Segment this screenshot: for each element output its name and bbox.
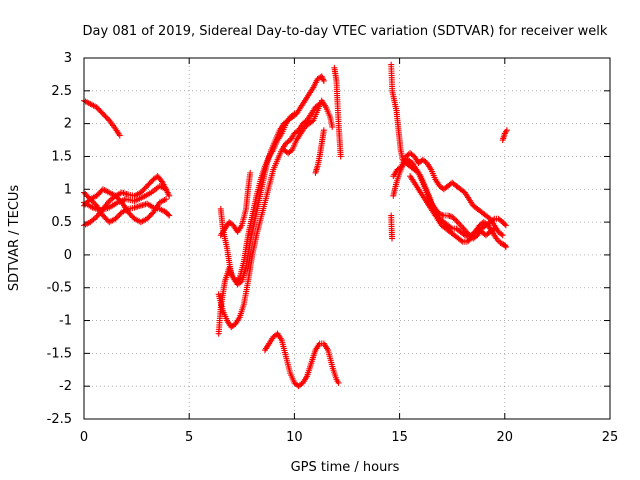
y-tick-label: -1.5: [47, 346, 72, 361]
data-point: [320, 77, 327, 84]
series-arc-2b: [215, 100, 323, 331]
y-axis-label: SDTVAR / TECUs: [7, 185, 22, 292]
data-point: [457, 222, 464, 229]
series-arc-4e: [388, 212, 396, 242]
y-tick-label: -2.5: [47, 412, 72, 427]
series-arc-4c: [390, 150, 506, 239]
tick-layer: -2.5 -2 -1.5 -1 -0.5 0 0.5 1 1.5 2 2.5 3 0 5 10 15 20 25: [47, 51, 619, 445]
x-tick-label: 5: [185, 430, 193, 445]
x-axis-label: GPS time / hours: [291, 460, 400, 475]
y-tick-label: -0.5: [47, 281, 72, 296]
data-point: [447, 224, 454, 231]
data-point: [320, 127, 327, 134]
data-point: [449, 213, 456, 220]
data-point: [489, 226, 496, 233]
y-tick-label: 2.5: [51, 84, 72, 99]
data-point: [308, 118, 315, 125]
data-point: [502, 222, 509, 229]
y-tick-label: -2: [59, 379, 72, 394]
series-arc-4a: [388, 61, 509, 242]
chart-title: Day 081 of 2019, Sidereal Day-to-day VTE…: [83, 24, 608, 39]
plot-frame: [83, 57, 611, 420]
data-point: [503, 127, 510, 134]
x-tick-label: 10: [286, 430, 303, 445]
data-point: [497, 240, 504, 247]
y-tick-label: 1.5: [51, 149, 72, 164]
data-point: [397, 164, 404, 171]
data-point: [452, 216, 459, 223]
data-layer: [81, 61, 510, 390]
data-point: [104, 116, 111, 123]
series-arc-2d: [217, 169, 254, 239]
series-arc-4f: [499, 127, 510, 144]
data-point: [501, 221, 508, 228]
series-arc-1a: [81, 97, 123, 139]
data-point: [389, 235, 396, 242]
data-point: [459, 223, 466, 230]
y-tick-label: 2: [64, 117, 72, 132]
series-arc-2g: [331, 64, 344, 160]
y-tick-label: 3: [64, 51, 72, 66]
x-tick-label: 25: [602, 430, 619, 445]
y-tick-label: 1: [64, 182, 72, 197]
series-arc-1e: [81, 182, 170, 214]
data-point: [163, 186, 170, 193]
series-arc-3: [261, 330, 342, 390]
grid-layer: [84, 58, 610, 419]
data-point: [163, 196, 170, 203]
data-point: [458, 237, 465, 244]
data-point: [498, 240, 505, 247]
data-point: [329, 123, 336, 130]
data-point: [499, 232, 506, 239]
y-tick-label: -1: [59, 314, 72, 329]
data-point: [289, 111, 296, 118]
data-point: [235, 275, 242, 282]
y-tick-label: 0: [64, 248, 72, 263]
data-point: [337, 153, 344, 160]
series-arc-2e: [280, 97, 336, 157]
x-tick-label: 0: [80, 430, 88, 445]
series-arc-4b: [390, 156, 509, 251]
data-point: [247, 169, 254, 176]
series-arc-4d: [407, 173, 498, 240]
data-point: [502, 244, 509, 251]
x-tick-label: 20: [497, 430, 514, 445]
x-tick-label: 15: [391, 430, 408, 445]
data-point: [166, 212, 173, 219]
data-point: [291, 110, 298, 117]
data-point: [166, 192, 173, 199]
data-point: [498, 231, 505, 238]
series-arc-2f: [312, 127, 327, 176]
data-point: [116, 132, 123, 139]
data-point: [491, 225, 498, 232]
data-point: [287, 147, 294, 154]
data-point: [335, 379, 342, 386]
y-tick-label: 0.5: [51, 215, 72, 230]
series-arc-2c: [217, 110, 298, 285]
data-point: [454, 219, 461, 226]
data-point: [165, 211, 172, 218]
data-point: [456, 220, 463, 227]
data-point: [450, 215, 457, 222]
